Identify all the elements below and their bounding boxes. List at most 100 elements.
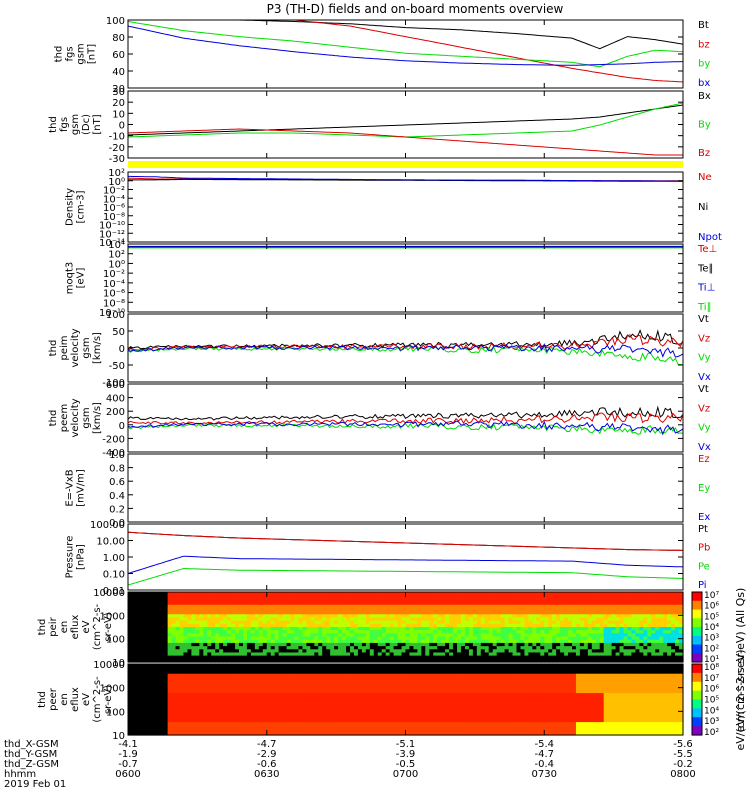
spectrogram-cell xyxy=(147,607,153,612)
spectrogram-cell xyxy=(623,617,629,622)
spectrogram-cell xyxy=(139,673,145,678)
spectrogram-cell xyxy=(179,642,185,647)
spectrogram-cell xyxy=(314,728,319,733)
spectrogram-cell xyxy=(155,607,161,612)
spectrogram-cell xyxy=(381,649,387,654)
spectrogram-cell xyxy=(227,627,232,631)
spectrogram-cell xyxy=(159,646,165,650)
spectrogram-cell xyxy=(302,693,307,697)
spectrogram-cell xyxy=(476,623,482,628)
spectrogram-cell xyxy=(211,652,216,657)
spectrogram-cell xyxy=(663,614,668,619)
spectrogram-cell xyxy=(294,722,300,726)
spectrogram-cell xyxy=(191,642,196,647)
spectrogram-cell xyxy=(413,652,418,657)
spectrogram-cell xyxy=(373,620,379,625)
spectrogram-cell xyxy=(361,595,367,599)
spectrogram-cell xyxy=(504,646,510,650)
spectrogram-cell xyxy=(429,630,434,634)
spectrogram-cell xyxy=(326,699,331,704)
spectrogram-cell xyxy=(274,658,280,663)
spectrogram-cell xyxy=(258,607,264,612)
spectrogram-cell xyxy=(147,725,153,730)
spectrogram-cell xyxy=(346,617,351,622)
spectrogram-cell xyxy=(631,646,637,650)
spectrogram-cell xyxy=(556,658,561,663)
spectrogram-cell xyxy=(270,623,276,628)
spectrogram-cell xyxy=(532,623,537,628)
spectrogram-cell xyxy=(203,604,208,609)
spectrogram-cell xyxy=(409,592,415,596)
spectrogram-cell xyxy=(401,696,407,701)
spectrogram-cell xyxy=(346,686,351,691)
spectrogram-cell xyxy=(167,683,173,688)
spectrogram-cell xyxy=(231,595,236,599)
spectrogram-cell xyxy=(524,642,529,647)
spectrogram-cell xyxy=(528,595,533,599)
spectrogram-cell xyxy=(187,689,193,694)
spectrogram-cell xyxy=(441,598,446,603)
spectrogram-cell xyxy=(239,670,244,675)
spectrogram-cell xyxy=(231,617,236,622)
spectrogram-cell xyxy=(536,639,541,644)
spectrogram-cell xyxy=(183,595,189,599)
spectrogram-cell xyxy=(631,601,637,606)
spectrogram-cell xyxy=(587,611,593,615)
spectrogram-cell xyxy=(520,649,526,654)
spectrogram-cell xyxy=(500,646,506,650)
spectrogram-cell xyxy=(342,722,347,726)
spectrogram-cell xyxy=(468,636,474,641)
spectrogram-cell xyxy=(437,623,442,628)
spectrogram-cell xyxy=(389,646,395,650)
spectrogram-cell xyxy=(338,652,343,657)
spectrogram-cell xyxy=(266,683,272,688)
spectrogram-cell xyxy=(583,639,589,644)
spectrogram-cell xyxy=(151,617,157,622)
spectrogram-cell xyxy=(373,617,379,622)
spectrogram-cell xyxy=(294,664,300,668)
spectrogram-cell xyxy=(334,652,339,657)
spectrogram-cell xyxy=(215,725,220,730)
spectrogram-cell xyxy=(369,642,375,647)
spectrogram-cell xyxy=(357,607,363,612)
spectrogram-cell xyxy=(338,667,343,672)
panel-frame xyxy=(127,171,684,243)
spectrogram-cell xyxy=(385,620,391,625)
spectrogram-cell xyxy=(488,658,494,663)
spectrogram-cell xyxy=(330,636,335,641)
spectrogram-cell xyxy=(595,639,601,644)
spectrogram-cell xyxy=(334,709,339,714)
spectrogram-cell xyxy=(615,636,621,641)
spectrogram-cell xyxy=(425,655,430,660)
spectrogram-cell xyxy=(195,639,200,644)
spectrogram-cell xyxy=(655,655,660,660)
spectrogram-cell xyxy=(223,611,228,615)
spectrogram-cell xyxy=(227,598,232,603)
spectrogram-cell xyxy=(326,702,331,707)
spectrogram-cell xyxy=(227,636,232,641)
spectrogram-cell xyxy=(361,683,367,688)
spectrogram-cell xyxy=(235,676,240,681)
spectrogram-cell xyxy=(357,667,363,672)
spectrogram-cell xyxy=(397,636,403,641)
spectrogram-cell xyxy=(346,627,351,631)
spectrogram-cell xyxy=(219,630,224,634)
spectrogram-cell xyxy=(163,617,169,622)
spectrogram-cell xyxy=(246,627,252,631)
spectrogram-cell xyxy=(318,667,323,672)
spectrogram-cell xyxy=(258,598,264,603)
spectrogram-cell xyxy=(159,664,165,668)
spectrogram-cell xyxy=(468,639,474,644)
spectrogram-cell xyxy=(651,649,656,654)
spectrogram-cell xyxy=(215,712,220,717)
spectrogram-cell xyxy=(298,693,304,697)
spectrogram-cell xyxy=(484,655,490,660)
spectrogram-cell xyxy=(393,731,399,736)
y-axis-label: eV xyxy=(81,620,92,633)
spectrogram-cell xyxy=(171,725,177,730)
spectrogram-cell xyxy=(532,649,537,654)
spectrogram-cell xyxy=(353,670,359,675)
spectrogram-cell xyxy=(353,630,359,634)
spectrogram-cell xyxy=(250,595,256,599)
spectrogram-cell xyxy=(128,658,133,663)
